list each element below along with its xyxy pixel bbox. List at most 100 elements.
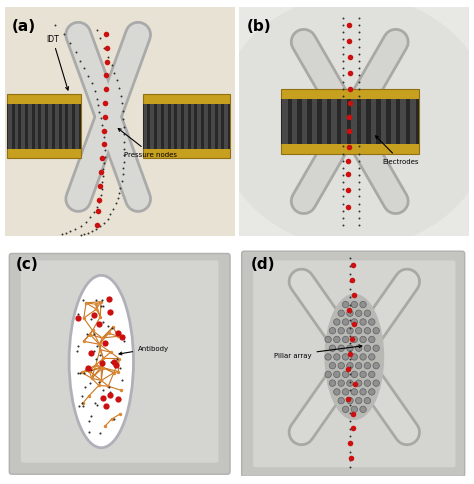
Bar — [7, 95, 81, 159]
Text: Antibody: Antibody — [119, 345, 169, 355]
Bar — [7, 105, 81, 149]
Bar — [21, 105, 25, 149]
Bar — [150, 105, 154, 149]
Bar — [35, 105, 38, 149]
Circle shape — [334, 371, 340, 378]
Circle shape — [364, 345, 371, 352]
Circle shape — [351, 354, 357, 361]
Bar — [371, 100, 376, 145]
Circle shape — [360, 302, 366, 308]
Circle shape — [329, 328, 336, 334]
Circle shape — [346, 397, 353, 404]
Ellipse shape — [69, 276, 134, 448]
Circle shape — [334, 336, 340, 343]
Circle shape — [360, 336, 366, 343]
Bar — [68, 105, 72, 149]
Circle shape — [373, 328, 379, 334]
Bar — [42, 105, 45, 149]
Circle shape — [338, 345, 345, 352]
Circle shape — [334, 354, 340, 361]
Circle shape — [338, 397, 345, 404]
Bar — [143, 105, 230, 149]
Ellipse shape — [324, 294, 384, 420]
Circle shape — [325, 336, 331, 343]
Circle shape — [342, 389, 349, 395]
Circle shape — [351, 406, 357, 413]
Text: IDT: IDT — [46, 35, 69, 91]
Circle shape — [342, 302, 349, 308]
Circle shape — [364, 380, 371, 387]
Bar — [204, 105, 208, 149]
Bar — [224, 105, 228, 149]
Ellipse shape — [216, 0, 474, 248]
Circle shape — [373, 345, 379, 352]
Circle shape — [338, 363, 345, 369]
Circle shape — [364, 397, 371, 404]
Circle shape — [373, 363, 379, 369]
Bar — [391, 100, 396, 145]
Circle shape — [346, 310, 353, 317]
Bar — [341, 100, 347, 145]
FancyBboxPatch shape — [253, 261, 456, 468]
Circle shape — [373, 380, 379, 387]
Circle shape — [325, 354, 331, 361]
Circle shape — [360, 389, 366, 395]
Bar — [171, 105, 174, 149]
FancyBboxPatch shape — [242, 252, 465, 476]
Circle shape — [360, 371, 366, 378]
Text: (b): (b) — [246, 19, 271, 34]
Text: (a): (a) — [12, 19, 36, 34]
Bar — [281, 100, 419, 145]
Bar — [410, 100, 416, 145]
Text: (c): (c) — [16, 256, 39, 271]
Circle shape — [360, 354, 366, 361]
Circle shape — [338, 380, 345, 387]
Circle shape — [364, 310, 371, 317]
Text: Electrodes: Electrodes — [375, 136, 419, 165]
Bar — [143, 95, 230, 159]
Text: Pressure nodes: Pressure nodes — [118, 129, 177, 158]
Circle shape — [369, 389, 375, 395]
Bar — [55, 105, 58, 149]
Circle shape — [369, 336, 375, 343]
Bar — [157, 105, 161, 149]
Bar — [381, 100, 386, 145]
Bar — [281, 90, 419, 154]
Text: Pillar array: Pillar array — [274, 345, 362, 358]
Circle shape — [356, 328, 362, 334]
Circle shape — [346, 380, 353, 387]
Bar — [15, 105, 18, 149]
Bar — [164, 105, 167, 149]
Circle shape — [325, 371, 331, 378]
Bar — [28, 105, 32, 149]
Circle shape — [356, 345, 362, 352]
Bar — [75, 105, 79, 149]
Circle shape — [346, 363, 353, 369]
Bar — [312, 100, 317, 145]
Circle shape — [329, 345, 336, 352]
Bar — [331, 100, 337, 145]
Circle shape — [329, 380, 336, 387]
Bar — [191, 105, 194, 149]
Bar — [48, 105, 52, 149]
Bar — [302, 100, 307, 145]
Circle shape — [351, 371, 357, 378]
Circle shape — [364, 328, 371, 334]
Bar — [62, 105, 65, 149]
Circle shape — [338, 310, 345, 317]
Circle shape — [369, 371, 375, 378]
Circle shape — [351, 336, 357, 343]
Bar — [361, 100, 366, 145]
Circle shape — [369, 319, 375, 326]
Circle shape — [351, 319, 357, 326]
Circle shape — [342, 354, 349, 361]
Circle shape — [356, 397, 362, 404]
Text: (d): (d) — [251, 256, 275, 271]
Bar — [351, 100, 356, 145]
Circle shape — [338, 328, 345, 334]
Bar — [8, 105, 12, 149]
Bar — [218, 105, 221, 149]
Circle shape — [351, 302, 357, 308]
Circle shape — [342, 319, 349, 326]
Bar — [292, 100, 298, 145]
